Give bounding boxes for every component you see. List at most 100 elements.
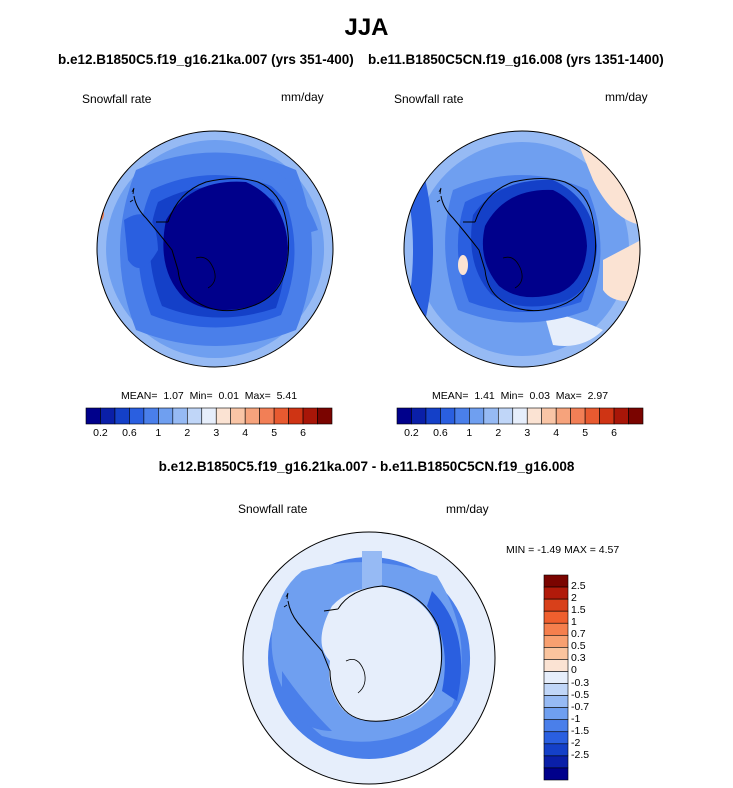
colorbar-swatch — [143, 407, 159, 425]
colorbar-swatch — [215, 407, 232, 425]
colorbar-swatch — [570, 407, 586, 425]
colorbar-swatch — [440, 407, 456, 425]
colorbar-swatch — [543, 574, 569, 588]
colorbar-tick-label: 2 — [184, 427, 191, 439]
colorbar-swatch — [613, 407, 629, 425]
colorbar-swatch — [186, 407, 203, 425]
colorbar-swatch — [425, 407, 441, 425]
colorbar-swatch — [543, 622, 569, 636]
colorbar-tick-label: -2.5 — [571, 748, 590, 761]
colorbar-swatch — [543, 767, 569, 781]
colorbar-tick-label: 0.6 — [433, 427, 448, 439]
right-variable-label: Snowfall rate — [394, 92, 464, 106]
colorbar-swatch — [129, 407, 145, 425]
colorbar-swatch — [543, 707, 569, 721]
colorbar-tick-label: 1 — [155, 427, 162, 439]
colorbar-swatch — [543, 634, 569, 648]
colorbar-swatch — [543, 719, 569, 733]
colorbar-swatch — [543, 659, 569, 672]
colorbar-swatch — [302, 407, 318, 425]
colorbar-tick-label: 2 — [571, 592, 577, 605]
left-colorbar — [85, 407, 333, 425]
colorbar-swatch — [317, 407, 333, 425]
colorbar-swatch — [543, 647, 569, 660]
colorbar-swatch — [469, 407, 485, 425]
main-title: JJA — [344, 14, 389, 41]
diff-panel-header: b.e12.B1850C5.f19_g16.21ka.007 - b.e11.B… — [158, 459, 575, 474]
colorbar-tick-label: 2.5 — [571, 580, 586, 593]
colorbar-tick-label: 6 — [611, 427, 617, 439]
right-stats: MEAN= 1.41 Min= 0.03 Max= 2.97 — [432, 390, 609, 402]
colorbar-tick-label: -0.5 — [571, 688, 590, 701]
colorbar-swatch — [541, 407, 557, 425]
colorbar-tick-label: -0.3 — [571, 676, 590, 689]
colorbar-tick-label: -1 — [571, 712, 581, 725]
left-map — [96, 130, 334, 368]
colorbar-swatch — [288, 407, 304, 425]
colorbar-tick-label: 0.3 — [571, 652, 586, 665]
colorbar-tick-label: 1.5 — [571, 604, 586, 617]
colorbar-swatch — [628, 407, 644, 425]
colorbar-swatch — [158, 407, 174, 425]
colorbar-swatch — [543, 683, 569, 696]
colorbar-swatch — [114, 407, 130, 425]
colorbar-tick-label: 0.5 — [571, 640, 586, 653]
colorbar-tick-label: -0.7 — [571, 700, 590, 713]
colorbar-swatch — [599, 407, 615, 425]
left-panel-header: b.e12.B1850C5.f19_g16.21ka.007 (yrs 351-… — [58, 52, 354, 67]
colorbar-tick-label: 0.2 — [93, 427, 108, 439]
colorbar-swatch — [584, 407, 600, 425]
colorbar-swatch — [497, 407, 514, 425]
colorbar-swatch — [555, 407, 571, 425]
colorbar-tick-label: 6 — [300, 427, 306, 439]
colorbar-swatch — [100, 407, 116, 425]
colorbar-swatch — [230, 407, 246, 425]
colorbar-swatch — [543, 755, 569, 769]
colorbar-swatch — [543, 695, 569, 708]
diff-minmax: MIN = -1.49 MAX = 4.57 — [506, 544, 620, 556]
colorbar-swatch — [454, 407, 470, 425]
diff-colorbar — [543, 574, 569, 781]
colorbar-swatch — [543, 610, 569, 624]
colorbar-swatch — [259, 407, 275, 425]
colorbar-swatch — [201, 407, 217, 425]
colorbar-swatch — [526, 407, 543, 425]
right-panel-header: b.e11.B1850C5CN.f19_g16.008 (yrs 1351-14… — [368, 52, 664, 67]
colorbar-tick-label: 5 — [271, 427, 278, 439]
colorbar-swatch — [273, 407, 289, 425]
right-units-label: mm/day — [605, 90, 648, 104]
colorbar-tick-label: 1 — [571, 616, 577, 629]
colorbar-swatch — [543, 731, 569, 745]
right-colorbar — [396, 407, 644, 425]
colorbar-tick-label: 2 — [495, 427, 502, 439]
left-units-label: mm/day — [281, 90, 324, 104]
colorbar-tick-label: 4 — [553, 427, 560, 439]
colorbar-swatch — [483, 407, 499, 425]
colorbar-swatch — [396, 407, 412, 425]
colorbar-swatch — [543, 671, 569, 684]
colorbar-tick-label: 4 — [242, 427, 249, 439]
colorbar-swatch — [244, 407, 260, 425]
colorbar-swatch — [543, 586, 569, 600]
colorbar-tick-label: -1.5 — [571, 724, 590, 737]
right-map — [403, 130, 641, 368]
colorbar-swatch — [172, 407, 188, 425]
colorbar-tick-label: -2 — [571, 736, 581, 749]
left-stats: MEAN= 1.07 Min= 0.01 Max= 5.41 — [121, 390, 298, 402]
diff-units-label: mm/day — [446, 502, 489, 516]
colorbar-tick-label: 5 — [582, 427, 589, 439]
colorbar-swatch — [512, 407, 528, 425]
colorbar-swatch — [85, 407, 101, 425]
colorbar-tick-label: 0.2 — [404, 427, 419, 439]
colorbar-tick-label: 1 — [466, 427, 473, 439]
colorbar-swatch — [411, 407, 427, 425]
colorbar-tick-label: 3 — [524, 427, 531, 439]
colorbar-tick-label: 0 — [571, 664, 577, 677]
left-variable-label: Snowfall rate — [82, 92, 152, 106]
colorbar-tick-label: 3 — [213, 427, 220, 439]
colorbar-tick-label: 0.7 — [571, 628, 586, 641]
colorbar-swatch — [543, 743, 569, 757]
diff-variable-label: Snowfall rate — [238, 502, 308, 516]
colorbar-swatch — [543, 598, 569, 612]
diff-map — [242, 531, 496, 785]
